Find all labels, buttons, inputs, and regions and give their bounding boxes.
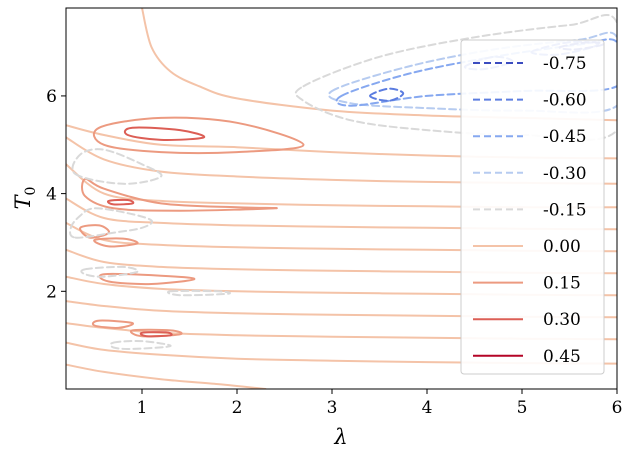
legend-box [460, 39, 605, 375]
legend-label: 0.45 [543, 347, 581, 367]
legend-label: 0.15 [543, 274, 581, 294]
contour-line-0.15 [93, 237, 139, 248]
y-axis-label: T0 [11, 187, 39, 210]
contour-line-0.15 [98, 272, 196, 286]
contour-line--0.15 [69, 207, 154, 239]
contour-line-0.15 [92, 116, 305, 154]
contour-line--0.60 [369, 87, 405, 102]
y-tick-label: 2 [46, 282, 57, 302]
legend-label: -0.45 [543, 127, 587, 147]
y-axis-label-subscript: 0 [23, 187, 39, 196]
contour-line--0.15 [294, 14, 617, 141]
y-tick-label: 4 [46, 185, 57, 205]
x-tick-label: 6 [612, 398, 623, 418]
contour-line--0.15 [80, 265, 139, 278]
x-tick-label: 4 [422, 398, 433, 418]
legend-item: 0.00 [473, 237, 581, 257]
legend-item: 0.30 [473, 310, 581, 330]
legend-item: -0.75 [473, 54, 587, 74]
legend: -0.75 -0.60 -0.45 -0.30 -0.15 0.00 0.15 0.30 0.4… [460, 39, 605, 375]
y-axis-ticks: 2 4 6 [46, 87, 66, 302]
x-tick-label: 1 [137, 398, 148, 418]
x-axis-label: λ [333, 425, 347, 449]
contour-line-0.15 [81, 177, 278, 212]
plot-frame [65, 7, 618, 390]
contour-line-0.30 [123, 126, 206, 141]
legend-item: -0.60 [473, 91, 587, 111]
legend-label: -0.15 [543, 200, 587, 220]
x-axis-ticks: 1 2 3 4 5 6 [137, 389, 623, 418]
contour-line-0.30 [139, 331, 173, 338]
y-tick-label: 6 [46, 87, 57, 107]
x-tick-label: 3 [327, 398, 338, 418]
legend-label: -0.30 [543, 164, 587, 184]
legend-label: -0.75 [543, 54, 587, 74]
contour-line-0.15 [91, 319, 135, 329]
legend-item: -0.45 [473, 127, 587, 147]
svg-text:T0: T0 [11, 187, 39, 210]
legend-label: 0.30 [543, 310, 581, 330]
contour-line-0.00 [66, 363, 267, 389]
contour-line--0.15 [166, 289, 232, 297]
legend-label: 0.00 [543, 237, 581, 257]
contour-line--0.30 [327, 31, 617, 114]
contour-line-0.30 [106, 198, 135, 206]
legend-item: 0.45 [473, 347, 581, 367]
legend-item: -0.15 [473, 200, 587, 220]
contour-line--0.15 [109, 339, 172, 350]
legend-item: 0.15 [473, 274, 581, 294]
legend-label: -0.60 [543, 91, 587, 111]
x-tick-label: 5 [517, 398, 528, 418]
legend-item: -0.30 [473, 164, 587, 184]
contour-line--0.15 [71, 148, 163, 185]
y-axis-label-main: T [11, 193, 35, 209]
contour-line-0.15 [129, 328, 183, 338]
x-tick-label: 2 [232, 398, 243, 418]
